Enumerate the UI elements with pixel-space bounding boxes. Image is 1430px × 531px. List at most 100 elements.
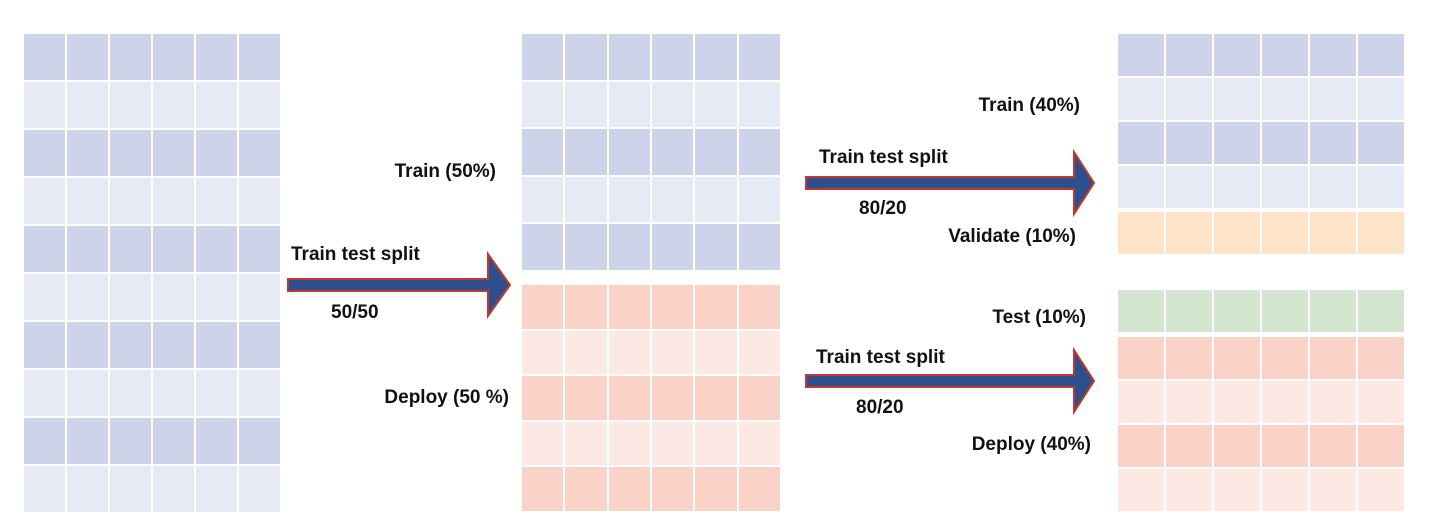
train-50-table — [522, 34, 780, 270]
table-cell — [608, 376, 650, 420]
table-cell — [565, 176, 607, 223]
table-cell — [1310, 78, 1356, 120]
second-bottom-split-arrow-icon — [805, 346, 1096, 416]
table-cell — [196, 466, 237, 512]
table-cell — [565, 421, 607, 466]
table-cell — [1118, 166, 1164, 208]
table-cell — [565, 376, 607, 420]
table-cell — [1310, 212, 1356, 254]
table-cell — [651, 129, 694, 175]
table-cell — [738, 467, 780, 511]
validate-10-table — [1118, 212, 1404, 254]
table-cell — [1214, 290, 1260, 332]
table-cell — [608, 129, 650, 175]
first-split-arrow-icon — [287, 250, 512, 320]
table-cell — [1166, 122, 1212, 164]
table-cell — [738, 34, 780, 80]
table-cell — [1310, 34, 1356, 76]
table-cell — [110, 466, 151, 512]
table-cell — [1118, 425, 1164, 467]
table-cell — [1310, 425, 1356, 467]
table-cell — [565, 34, 607, 80]
table-cell — [67, 82, 108, 128]
table-cell — [239, 322, 280, 368]
table-cell — [239, 130, 280, 176]
table-cell — [196, 274, 237, 320]
table-cell — [196, 130, 237, 176]
table-cell — [608, 34, 650, 80]
table-cell — [110, 418, 151, 464]
table-cell — [738, 129, 780, 175]
table-cell — [110, 82, 151, 128]
table-cell — [153, 322, 194, 368]
second-top-split-title: Train test split — [819, 147, 948, 168]
table-cell — [1214, 381, 1260, 423]
table-cell — [1310, 122, 1356, 164]
table-cell — [608, 81, 650, 128]
table-cell — [522, 129, 564, 175]
table-cell — [1358, 469, 1404, 511]
table-cell — [1262, 290, 1308, 332]
table-cell — [24, 274, 65, 320]
table-cell — [651, 81, 694, 128]
table-cell — [522, 285, 564, 329]
table-cell — [695, 176, 737, 223]
table-cell — [1358, 34, 1404, 76]
table-cell — [1358, 337, 1404, 379]
table-cell — [651, 376, 694, 420]
table-cell — [24, 370, 65, 416]
table-cell — [651, 34, 694, 80]
deploy-50-label: Deploy (50 %) — [384, 387, 509, 408]
table-cell — [1166, 78, 1212, 120]
table-cell — [24, 466, 65, 512]
table-cell — [1262, 212, 1308, 254]
table-cell — [565, 467, 607, 511]
table-cell — [565, 81, 607, 128]
table-cell — [608, 421, 650, 466]
table-cell — [522, 467, 564, 511]
table-cell — [1358, 166, 1404, 208]
second-top-split-ratio: 80/20 — [859, 198, 907, 219]
table-cell — [695, 129, 737, 175]
table-cell — [153, 82, 194, 128]
table-cell — [565, 224, 607, 270]
table-cell — [1118, 381, 1164, 423]
table-cell — [24, 418, 65, 464]
table-cell — [24, 130, 65, 176]
table-cell — [110, 178, 151, 224]
table-cell — [1166, 425, 1212, 467]
table-cell — [1262, 469, 1308, 511]
table-cell — [1214, 212, 1260, 254]
table-cell — [1214, 78, 1260, 120]
table-cell — [153, 130, 194, 176]
table-cell — [196, 370, 237, 416]
table-cell — [24, 178, 65, 224]
table-cell — [522, 34, 564, 80]
table-cell — [522, 224, 564, 270]
table-cell — [1166, 469, 1212, 511]
table-cell — [1166, 34, 1212, 76]
table-cell — [522, 81, 564, 128]
table-cell — [1310, 469, 1356, 511]
table-cell — [67, 34, 108, 80]
table-cell — [196, 178, 237, 224]
table-cell — [608, 224, 650, 270]
second-bottom-split-title: Train test split — [816, 347, 945, 368]
table-cell — [239, 466, 280, 512]
table-cell — [522, 376, 564, 420]
table-cell — [1358, 381, 1404, 423]
table-cell — [24, 322, 65, 368]
table-cell — [153, 418, 194, 464]
table-cell — [695, 421, 737, 466]
table-cell — [1214, 425, 1260, 467]
table-cell — [1358, 290, 1404, 332]
table-cell — [1214, 337, 1260, 379]
table-cell — [153, 226, 194, 272]
deploy-40-label: Deploy (40%) — [971, 434, 1091, 455]
table-cell — [110, 226, 151, 272]
table-cell — [695, 376, 737, 420]
table-cell — [1262, 78, 1308, 120]
table-cell — [67, 322, 108, 368]
table-cell — [1166, 337, 1212, 379]
table-cell — [24, 34, 65, 80]
